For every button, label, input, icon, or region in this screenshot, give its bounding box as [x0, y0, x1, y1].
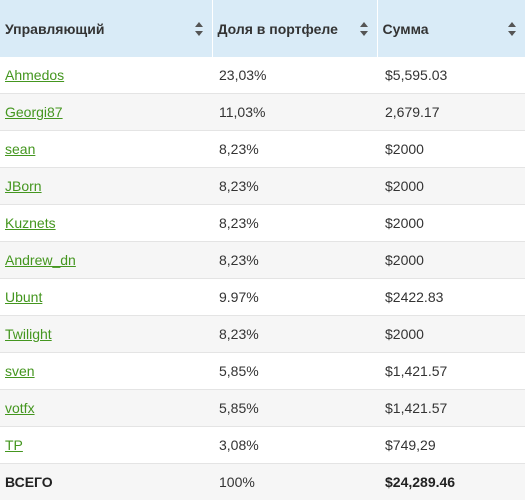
table-row: Andrew_dn 8,23% $2000 [0, 242, 525, 279]
table-row: JBorn 8,23% $2000 [0, 168, 525, 205]
table-row: Georgi87 11,03% 2,679.17 [0, 94, 525, 131]
sum-cell: $5,595.03 [377, 57, 525, 94]
table-row: Kuznets 8,23% $2000 [0, 205, 525, 242]
sum-cell: $1,421.57 [377, 390, 525, 427]
manager-link[interactable]: JBorn [5, 178, 42, 194]
share-cell: 3,08% [212, 427, 377, 464]
column-header-label: Сумма [383, 19, 500, 39]
manager-cell: Kuznets [0, 205, 212, 242]
sum-cell: $2422.83 [377, 279, 525, 316]
share-cell: 9.97% [212, 279, 377, 316]
total-share: 100% [212, 464, 377, 500]
share-cell: 5,85% [212, 390, 377, 427]
manager-link[interactable]: Ahmedos [5, 67, 64, 83]
sort-icon[interactable] [195, 22, 203, 36]
manager-cell: sven [0, 353, 212, 390]
column-header-share[interactable]: Доля в портфеле [212, 0, 377, 57]
sum-cell: $749,29 [377, 427, 525, 464]
sum-cell: $2000 [377, 242, 525, 279]
manager-cell: Twilight [0, 316, 212, 353]
table-row: Ubunt 9.97% $2422.83 [0, 279, 525, 316]
sum-cell: $2000 [377, 168, 525, 205]
total-label: ВСЕГО [0, 464, 212, 500]
manager-cell: Ahmedos [0, 57, 212, 94]
share-cell: 11,03% [212, 94, 377, 131]
table-row: sven 5,85% $1,421.57 [0, 353, 525, 390]
manager-cell: TP [0, 427, 212, 464]
sum-cell: $2000 [377, 316, 525, 353]
manager-cell: Ubunt [0, 279, 212, 316]
manager-cell: votfx [0, 390, 212, 427]
share-cell: 8,23% [212, 205, 377, 242]
manager-link[interactable]: sven [5, 363, 35, 379]
sum-cell: 2,679.17 [377, 94, 525, 131]
column-header-manager[interactable]: Управляющий [0, 0, 212, 57]
share-cell: 8,23% [212, 242, 377, 279]
manager-cell: sean [0, 131, 212, 168]
manager-cell: Georgi87 [0, 94, 212, 131]
total-sum: $24,289.46 [377, 464, 525, 500]
table-row: Ahmedos 23,03% $5,595.03 [0, 57, 525, 94]
manager-link[interactable]: Twilight [5, 326, 52, 342]
column-header-label: Управляющий [5, 19, 186, 39]
share-cell: 8,23% [212, 316, 377, 353]
sum-cell: $2000 [377, 205, 525, 242]
table-header-row: Управляющий Доля в портфеле Сумма [0, 0, 525, 57]
share-cell: 8,23% [212, 131, 377, 168]
table-row: Twilight 8,23% $2000 [0, 316, 525, 353]
manager-link[interactable]: Andrew_dn [5, 252, 76, 268]
manager-link[interactable]: TP [5, 437, 23, 453]
manager-link[interactable]: sean [5, 141, 35, 157]
manager-link[interactable]: votfx [5, 400, 35, 416]
sum-cell: $2000 [377, 131, 525, 168]
table-row: sean 8,23% $2000 [0, 131, 525, 168]
manager-link[interactable]: Ubunt [5, 289, 42, 305]
total-row: ВСЕГО 100% $24,289.46 [0, 464, 525, 500]
sort-icon[interactable] [508, 22, 516, 36]
column-header-label: Доля в портфеле [218, 19, 351, 39]
share-cell: 23,03% [212, 57, 377, 94]
manager-link[interactable]: Kuznets [5, 215, 56, 231]
manager-cell: JBorn [0, 168, 212, 205]
table-body: Ahmedos 23,03% $5,595.03 Georgi87 11,03%… [0, 57, 525, 500]
table-row: TP 3,08% $749,29 [0, 427, 525, 464]
manager-cell: Andrew_dn [0, 242, 212, 279]
column-header-sum[interactable]: Сумма [377, 0, 525, 57]
sort-icon[interactable] [360, 22, 368, 36]
manager-link[interactable]: Georgi87 [5, 104, 63, 120]
sum-cell: $1,421.57 [377, 353, 525, 390]
share-cell: 8,23% [212, 168, 377, 205]
share-cell: 5,85% [212, 353, 377, 390]
table-row: votfx 5,85% $1,421.57 [0, 390, 525, 427]
